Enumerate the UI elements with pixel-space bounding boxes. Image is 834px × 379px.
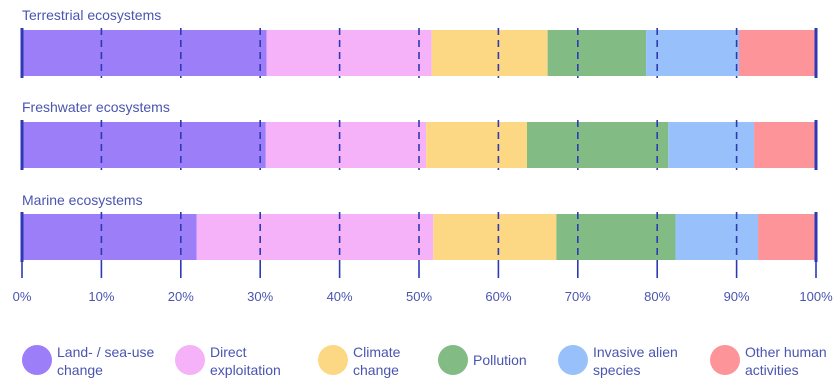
legend-label-climate-change-line-1: change <box>353 362 399 378</box>
tick-label-30: 30% <box>247 289 273 304</box>
legend-label-direct-exploitation-line-1: exploitation <box>210 362 281 378</box>
bar-marine-ecosystems-invasive-alien-species <box>675 214 759 260</box>
legend-label-pollution-line-0: Pollution <box>473 352 527 368</box>
bar-marine-ecosystems-pollution <box>556 214 676 260</box>
bar-marine-ecosystems-climate-change <box>433 214 557 260</box>
legend-label-invasive-alien-species-line-0: Invasive alien <box>593 344 678 360</box>
tick-label-10: 10% <box>88 289 114 304</box>
bar-terrestrial-ecosystems-pollution <box>547 30 647 76</box>
labels-layer: Terrestrial ecosystems Freshwater ecosyst… <box>22 7 170 208</box>
tick-label-40: 40% <box>327 289 353 304</box>
legend-label-other-human-activities-line-0: Other human <box>745 344 827 360</box>
bar-terrestrial-ecosystems-land-sea-use-change <box>22 30 267 76</box>
bar-marine-ecosystems-other-human-activities <box>758 214 816 260</box>
legend-swatch-other-human-activities <box>710 345 740 375</box>
group-label-freshwater-ecosystems: Freshwater ecosystems <box>22 99 170 115</box>
tick-label-0: 0% <box>13 289 32 304</box>
bar-freshwater-ecosystems-land-sea-use-change <box>22 122 266 168</box>
legend-swatch-invasive-alien-species <box>558 345 588 375</box>
legend-label-land-sea-use-change-line-1: change <box>57 362 103 378</box>
legend-label-invasive-alien-species-line-1: species <box>593 362 640 378</box>
bar-freshwater-ecosystems-other-human-activities <box>754 122 816 168</box>
bar-terrestrial-ecosystems-direct-exploitation <box>266 30 432 76</box>
bar-terrestrial-ecosystems-invasive-alien-species <box>646 30 739 76</box>
tick-label-70: 70% <box>565 289 591 304</box>
legend-label-climate-change-line-0: Climate <box>353 344 401 360</box>
legend-swatch-land-sea-use-change <box>22 345 52 375</box>
bars-layer <box>22 30 816 260</box>
tick-label-100: 100% <box>799 289 833 304</box>
grid-layer <box>20 28 818 262</box>
bar-terrestrial-ecosystems-other-human-activities <box>738 30 816 76</box>
tick-label-50: 50% <box>406 289 432 304</box>
tick-label-60: 60% <box>485 289 511 304</box>
group-label-marine-ecosystems: Marine ecosystems <box>22 192 143 208</box>
legend-label-direct-exploitation-line-0: Direct <box>210 344 247 360</box>
bar-freshwater-ecosystems-climate-change <box>426 122 527 168</box>
tick-label-20: 20% <box>168 289 194 304</box>
bar-freshwater-ecosystems-invasive-alien-species <box>668 122 755 168</box>
legend: Land- / sea-use change Direct exploitation C… <box>22 344 827 378</box>
bar-terrestrial-ecosystems-climate-change <box>431 30 548 76</box>
legend-label-other-human-activities-line-1: activities <box>745 362 799 378</box>
tick-label-90: 90% <box>724 289 750 304</box>
legend-label-land-sea-use-change-line-0: Land- / sea-use <box>57 344 154 360</box>
bar-marine-ecosystems-direct-exploitation <box>196 214 434 260</box>
tick-label-80: 80% <box>644 289 670 304</box>
legend-swatch-direct-exploitation <box>175 345 205 375</box>
bar-freshwater-ecosystems-pollution <box>526 122 669 168</box>
legend-swatch-pollution <box>438 345 468 375</box>
bar-freshwater-ecosystems-direct-exploitation <box>265 122 427 168</box>
group-label-terrestrial-ecosystems: Terrestrial ecosystems <box>22 7 161 23</box>
x-axis-ticks: 0% 10% 20% 30% 40% 50% 60% 70% 80% 90% 100% <box>13 262 833 304</box>
bar-marine-ecosystems-land-sea-use-change <box>22 214 197 260</box>
legend-swatch-climate-change <box>318 345 348 375</box>
